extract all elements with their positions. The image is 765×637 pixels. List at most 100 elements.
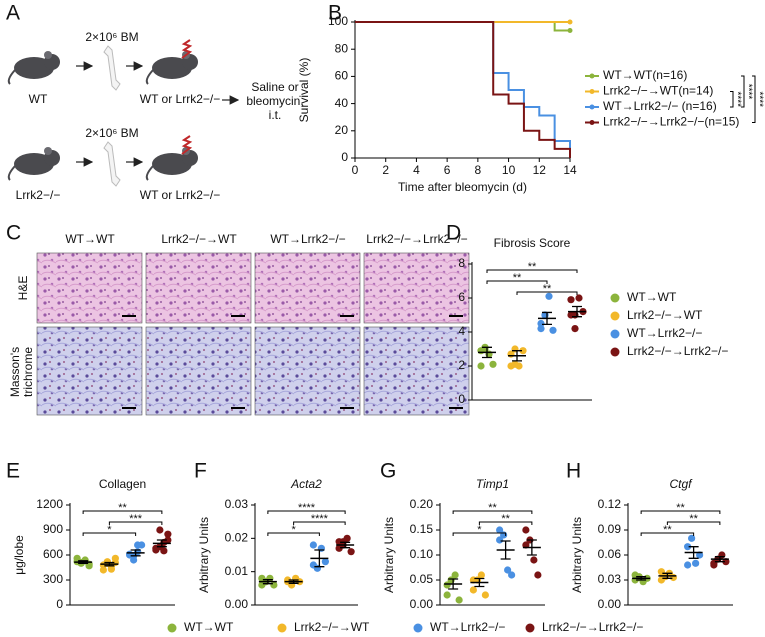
significance-bracket [267, 532, 320, 536]
panel-letter: A [6, 2, 20, 25]
panel-letter: C [6, 222, 21, 245]
panel-letter: H [566, 460, 581, 483]
significance-label: **** [731, 91, 742, 107]
treatment: bleomycin, [246, 94, 303, 108]
y-tick-label: 0.20 [410, 497, 434, 511]
data-point [519, 347, 527, 355]
recipient: WT or Lrrk2−/− [140, 188, 220, 202]
y-tick-label: 0.00 [410, 597, 434, 611]
mouse [7, 147, 60, 181]
y-tick-label: 0.15 [410, 522, 434, 536]
mouse [145, 147, 198, 181]
mouse [145, 51, 198, 85]
survival-line [355, 21, 571, 158]
legend-label: WT→Lrrk2−/− [627, 326, 702, 340]
y-tick-label: 0.09 [598, 522, 622, 536]
data-point [575, 294, 583, 302]
y-tick-label: 0 [56, 597, 63, 611]
error-bar [688, 546, 699, 559]
legend-swatch [525, 623, 535, 633]
data-point [469, 586, 477, 594]
row-label: Masson's [8, 347, 22, 397]
y-axis-label: Arbitrary Units [570, 517, 584, 593]
y-tick-label: 300 [43, 572, 63, 586]
significance-label: * [107, 524, 112, 536]
data-point [347, 548, 355, 556]
significance-bracket [108, 521, 163, 525]
chart-title: Ctgf [669, 477, 693, 491]
micrographs [36, 252, 470, 416]
significance-bracket [516, 291, 578, 295]
y-tick-label: 0.12 [598, 497, 622, 511]
x-tick-label: 8 [475, 163, 482, 177]
donor: Lrrk2−/− [16, 188, 61, 202]
data-point [534, 571, 542, 579]
panel-letter: E [6, 460, 20, 483]
data-point [571, 325, 579, 333]
row-label: trichrome [21, 347, 35, 397]
y-axis-label: μg/lobe [12, 535, 26, 575]
significance-label: * [291, 524, 296, 536]
legend-label: Lrrk2−/−→WT [294, 620, 370, 634]
significance-label: ** [663, 524, 672, 536]
significance-label: ** [689, 513, 698, 525]
x-tick-label: 14 [563, 163, 577, 177]
data-point [99, 566, 107, 574]
legend-label: WT→WT [184, 620, 234, 634]
data-point [451, 571, 459, 579]
significance-bracket [640, 510, 721, 514]
data-point [692, 559, 700, 567]
row-label: H&E [16, 276, 30, 301]
significance-label: ** [118, 502, 127, 514]
x-tick-label: 4 [413, 163, 420, 177]
schematic: A 2×10⁶ BM 2×10⁶ BM WT Lrrk2−/− WT or Lr… [6, 2, 304, 203]
legend-swatch [610, 311, 620, 321]
panel-letter: F [194, 460, 207, 483]
significance-bracket [478, 521, 533, 525]
significance-bracket [741, 75, 745, 108]
significance-label: **** [742, 84, 753, 100]
significance-bracket [293, 521, 346, 525]
bone [103, 141, 121, 187]
data-point [455, 596, 463, 604]
y-tick-label: 0.05 [410, 572, 434, 586]
y-tick-label: 1200 [36, 497, 63, 511]
data-point [669, 573, 677, 582]
y-tick-label: 4 [458, 324, 465, 338]
data-point [504, 566, 512, 574]
data-point [537, 319, 545, 328]
y-tick-label: 0.00 [598, 597, 622, 611]
panel-letter: D [446, 222, 461, 245]
data-point [164, 530, 172, 538]
error-bar [636, 576, 647, 581]
significance-label: **** [753, 91, 764, 107]
error-bar [482, 346, 492, 359]
end-marker [567, 28, 573, 33]
dose: 2×10⁶ BM [85, 126, 138, 140]
y-tick-label: 0.00 [225, 597, 249, 611]
x-tick-label: 0 [352, 163, 359, 177]
significance-label: **** [298, 502, 316, 514]
data-point [477, 571, 485, 579]
treatment: i.t. [269, 108, 282, 122]
data-point [477, 362, 485, 370]
significance-bracket [730, 91, 734, 108]
panel-letter: G [380, 460, 396, 483]
error-bar [262, 579, 273, 585]
data-point [522, 526, 530, 534]
legend-swatch [167, 623, 177, 633]
data-point [496, 536, 504, 544]
data-point [567, 296, 575, 304]
legend-swatch [610, 347, 620, 357]
y-tick-label: 0.03 [598, 572, 622, 586]
data-point [688, 534, 696, 542]
significance-bracket [452, 510, 533, 514]
legend-label: Lrrk2−/−→WT(n=14) [603, 84, 713, 98]
legend-swatch [610, 329, 620, 339]
legend-label: Lrrk2−/−→WT [627, 308, 703, 322]
data-point [270, 581, 278, 589]
column-label: Lrrk2−/−→WT [161, 232, 237, 246]
y-tick-label: 8 [458, 256, 465, 270]
